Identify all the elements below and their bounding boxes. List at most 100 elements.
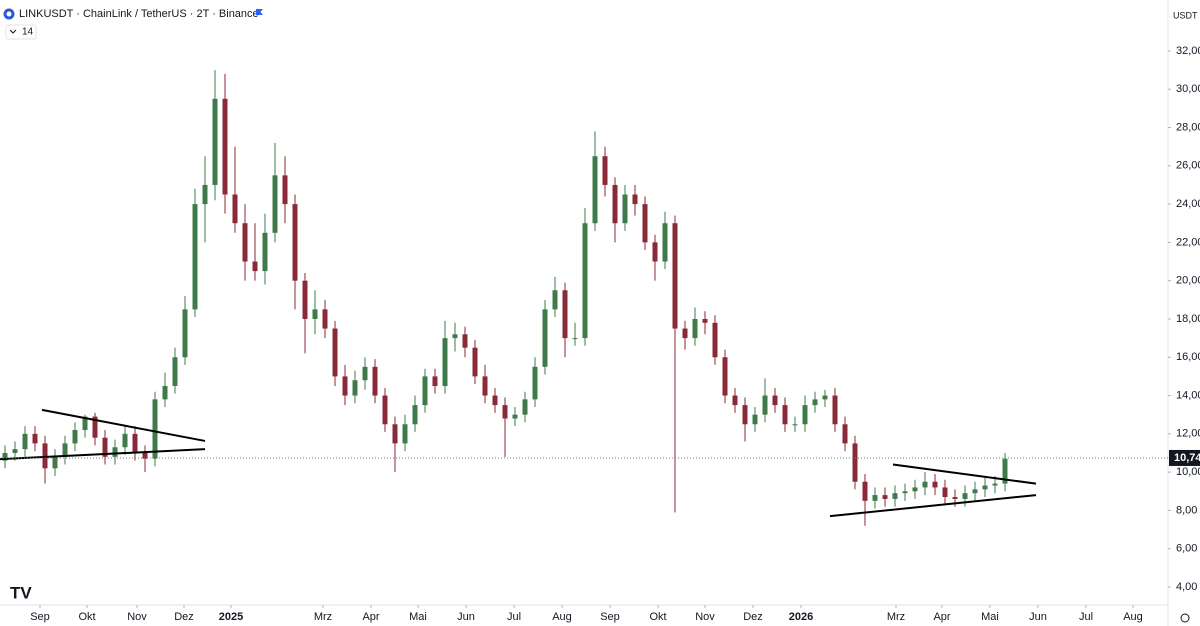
x-tick-label: Dez — [743, 611, 763, 623]
y-axis-label: USDT — [1173, 10, 1198, 20]
candle-body — [772, 395, 778, 406]
candle-body — [172, 357, 178, 386]
trendline — [892, 463, 1037, 485]
candle-body — [662, 223, 668, 262]
candle-body — [822, 395, 828, 400]
y-tick-label: 18,00 — [1176, 313, 1200, 325]
candle-body — [342, 376, 348, 396]
indicator-length[interactable]: 14 — [22, 27, 34, 38]
x-tick-label: Mrz — [314, 611, 332, 623]
candle-body — [952, 497, 958, 499]
x-tick-label: Apr — [933, 611, 950, 623]
candle-body — [792, 424, 798, 426]
candle-body — [742, 405, 748, 425]
x-tick-label: Mai — [981, 611, 999, 623]
flag — [256, 9, 263, 15]
candle-body — [282, 175, 288, 205]
candle-body — [632, 194, 638, 205]
candle-body — [42, 443, 48, 469]
x-tick-label: Jun — [1029, 611, 1047, 623]
y-tick-label: 14,00 — [1176, 389, 1200, 401]
x-tick-label: Sep — [30, 611, 50, 623]
candle-body — [482, 376, 488, 396]
candle-body — [112, 447, 118, 457]
candle-body — [22, 433, 28, 450]
x-tick-label: Apr — [362, 611, 379, 623]
y-tick-label: 22,00 — [1176, 236, 1200, 248]
candle-body — [122, 433, 128, 448]
candle-body — [842, 424, 848, 444]
trendline — [829, 494, 1037, 518]
candle-body — [422, 376, 428, 406]
candle-body — [612, 184, 618, 224]
settings-icon[interactable] — [1180, 613, 1190, 623]
candle-body — [552, 290, 558, 310]
candle-body — [602, 156, 608, 185]
candle-body — [882, 495, 888, 499]
candle-body — [972, 489, 978, 494]
x-tick-label: Aug — [1123, 611, 1143, 623]
candle-body — [132, 433, 138, 453]
candle-body — [462, 334, 468, 348]
candle-body — [72, 430, 78, 444]
candle-body — [222, 98, 228, 195]
candle-body — [682, 328, 688, 339]
candle-body — [212, 98, 218, 185]
plot — [0, 70, 1168, 526]
candle-body — [692, 318, 698, 339]
symbol-icon-inner — [6, 11, 12, 17]
x-tick-label: Mai — [409, 611, 427, 623]
candle-body — [292, 204, 298, 281]
last-price-label: 10,74 — [1174, 452, 1200, 464]
y-tick-label: 4,00 — [1176, 581, 1197, 593]
x-tick-label: 2025 — [219, 611, 243, 623]
candle-body — [782, 405, 788, 425]
candle-body — [752, 414, 758, 425]
candle-body — [892, 493, 898, 499]
candle-body — [512, 414, 518, 419]
candle-body — [242, 223, 248, 262]
candle-body — [12, 449, 18, 453]
candle-body — [982, 485, 988, 490]
candle-body — [732, 395, 738, 406]
candle-body — [92, 416, 98, 438]
candle-body — [442, 338, 448, 386]
candle-body — [592, 156, 598, 224]
candle-body — [562, 290, 568, 339]
candle-body — [812, 399, 818, 406]
candle-body — [582, 223, 588, 339]
candle-body — [232, 194, 238, 224]
indicator-box — [5, 24, 37, 40]
candle-body — [262, 232, 268, 272]
candle-body — [192, 204, 198, 310]
y-tick-label: 32,00 — [1176, 45, 1200, 57]
candle-body — [702, 318, 708, 323]
candle-body — [52, 456, 58, 469]
candle-body — [412, 405, 418, 425]
candle-body — [872, 495, 878, 501]
y-tick-label: 20,00 — [1176, 275, 1200, 287]
candle-body — [572, 338, 578, 340]
x-tick-label: 2026 — [789, 611, 813, 623]
candle-body — [862, 481, 868, 501]
x-tick-label: Jul — [1079, 611, 1093, 623]
candle-body — [62, 443, 68, 457]
candle-body — [102, 437, 108, 457]
candle-body — [152, 399, 158, 459]
candle-body — [452, 334, 458, 339]
candle-body — [372, 366, 378, 396]
chevron — [9, 29, 17, 34]
candle-body — [392, 424, 398, 444]
candle-body — [502, 405, 508, 419]
x-tick-label: Mrz — [887, 611, 905, 623]
y-tick-label: 6,00 — [1176, 543, 1197, 555]
candle-body — [252, 261, 258, 272]
tv-logo: TV — [10, 583, 32, 602]
candle-body — [472, 347, 478, 377]
candle-body — [492, 395, 498, 406]
candle-body — [932, 481, 938, 488]
candle-body — [362, 366, 368, 381]
candle-body — [802, 405, 808, 425]
candle-body — [32, 433, 38, 444]
